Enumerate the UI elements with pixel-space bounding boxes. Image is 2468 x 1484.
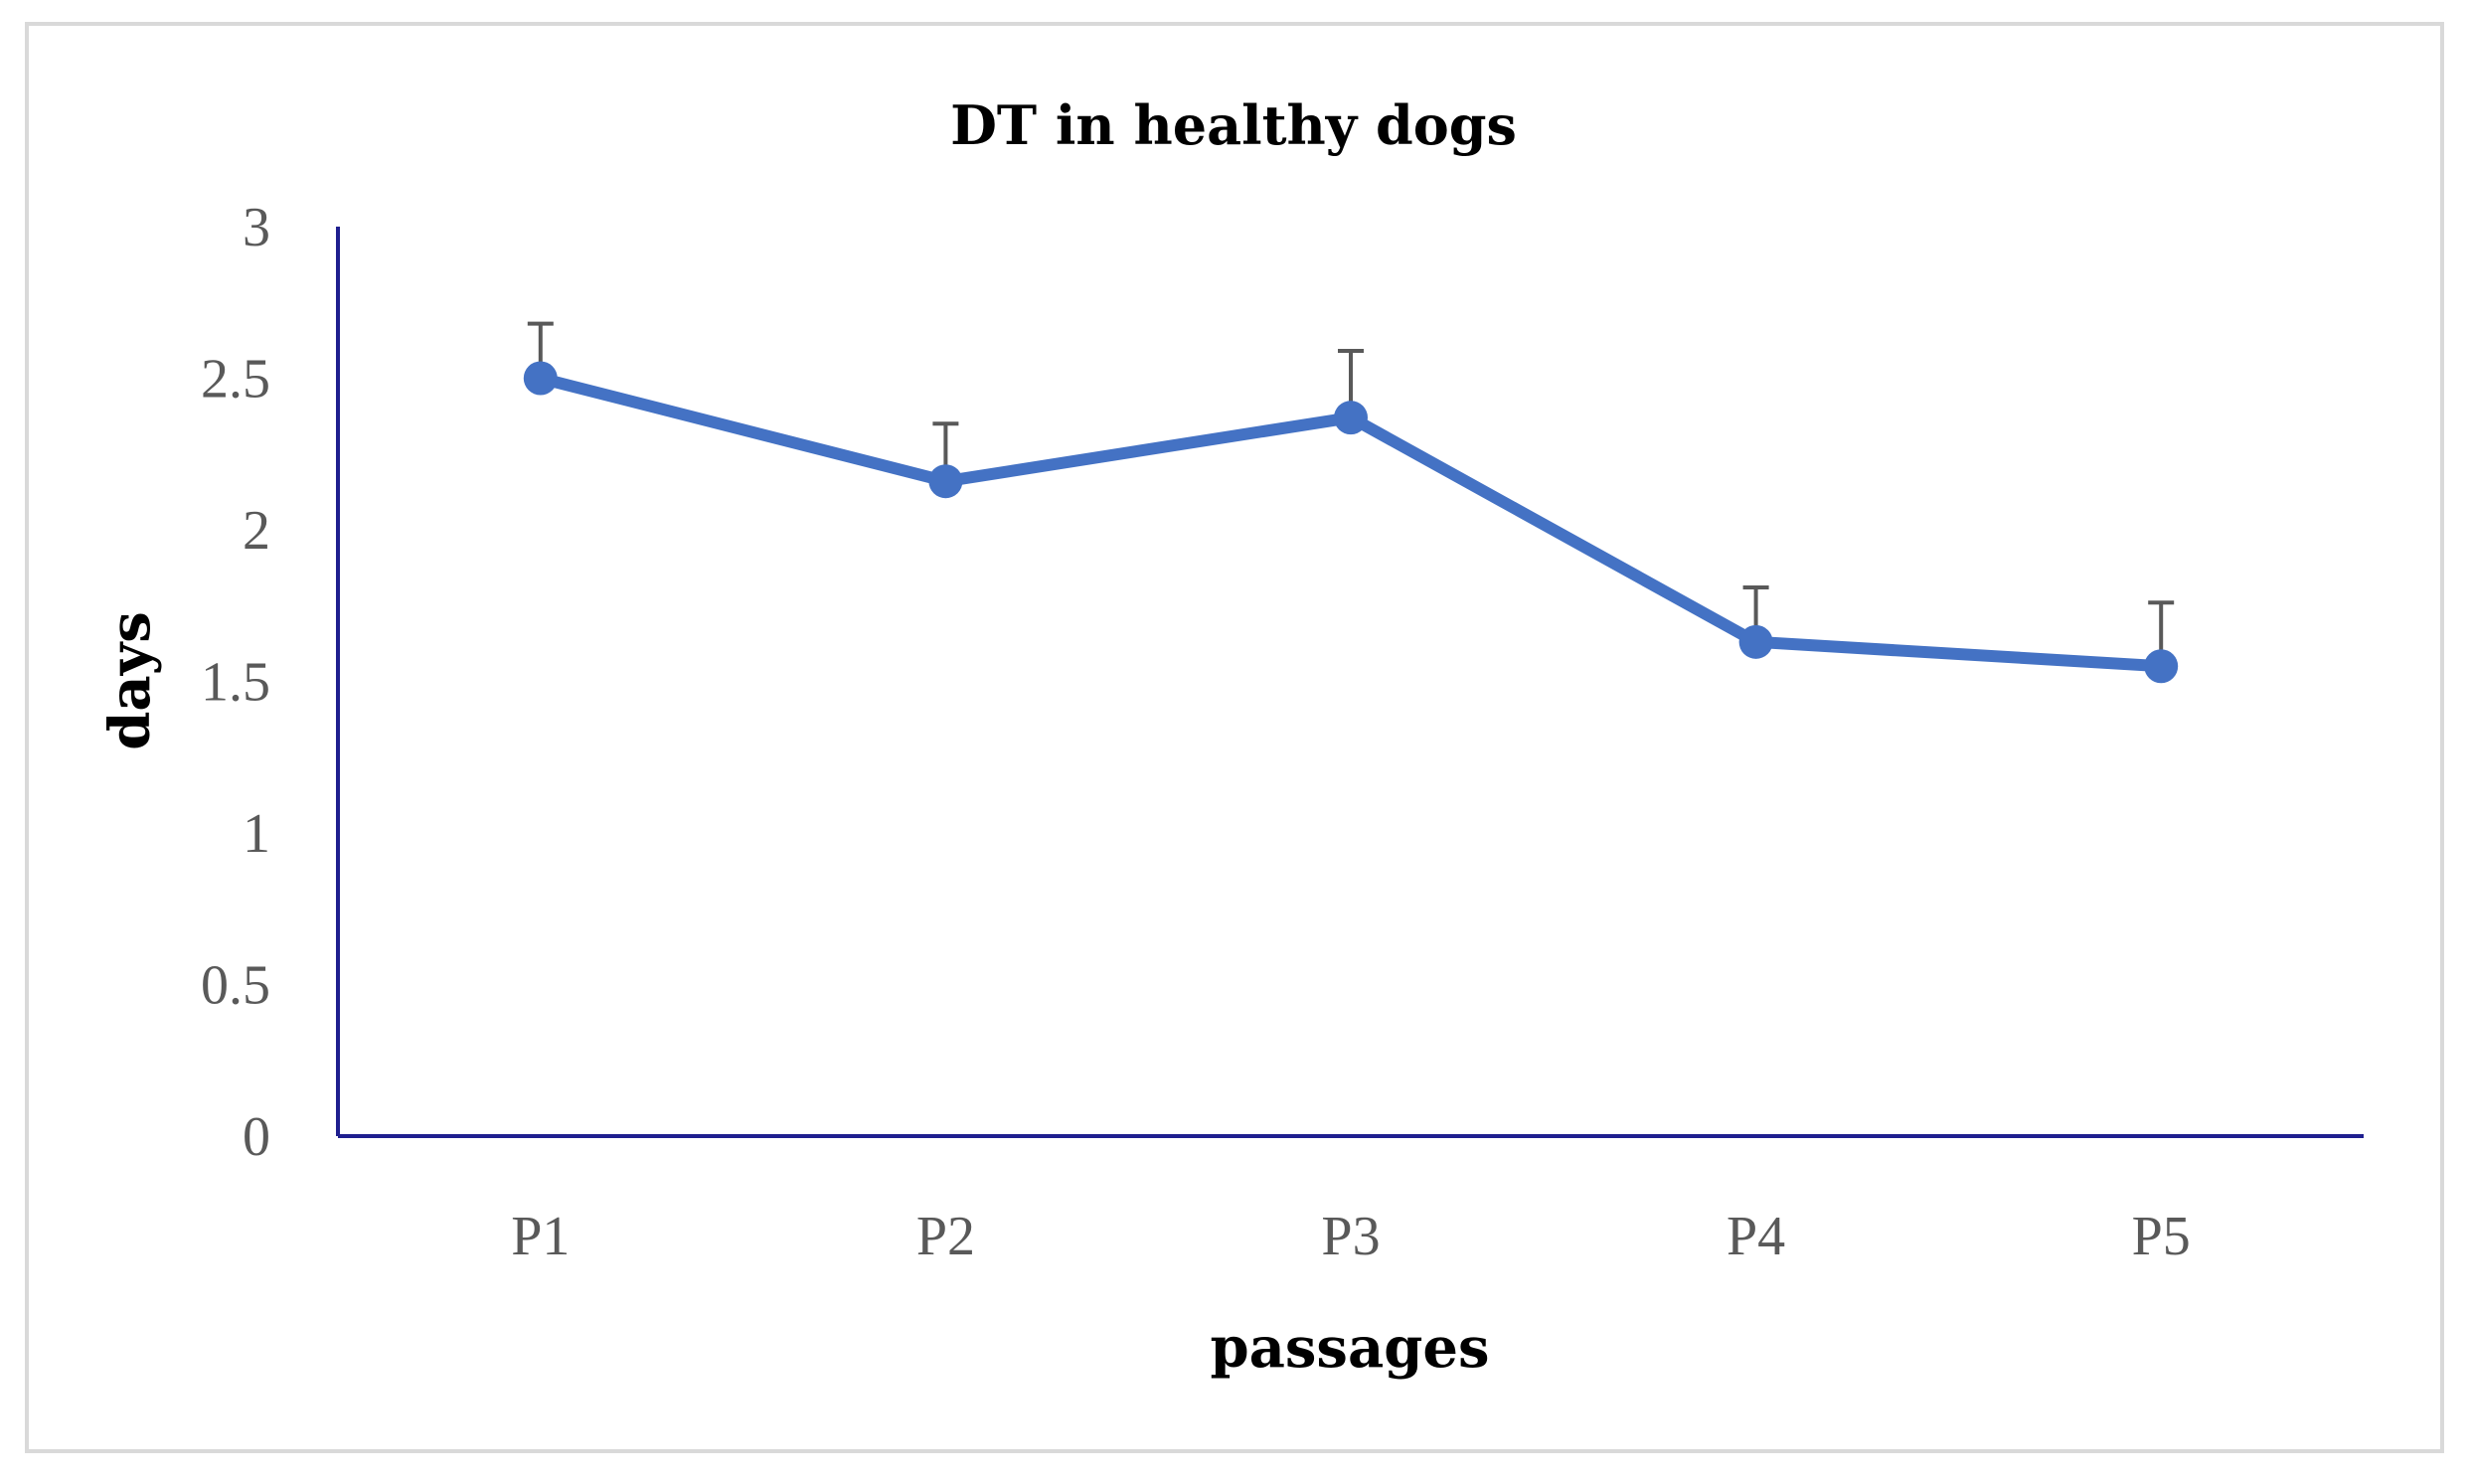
x-tick-label: P3 xyxy=(1321,1206,1380,1267)
axes xyxy=(336,227,2364,1138)
y-tick-label: 0.5 xyxy=(201,955,270,1017)
y-tick-label: 2 xyxy=(243,500,270,562)
x-tick-label: P5 xyxy=(2132,1206,2191,1267)
chart-frame xyxy=(25,22,2444,1453)
x-tick-label: P1 xyxy=(511,1206,570,1267)
x-axis-title: passages xyxy=(1210,1315,1489,1381)
data-point xyxy=(523,361,558,396)
y-tick-label: 0 xyxy=(243,1106,270,1168)
x-tick-label: P2 xyxy=(916,1206,975,1267)
data-point xyxy=(1334,401,1368,435)
x-tick-label: P4 xyxy=(1727,1206,1785,1267)
data-series xyxy=(523,361,2179,684)
y-tick-label: 2.5 xyxy=(201,349,270,411)
error-bars xyxy=(527,321,2175,667)
data-point xyxy=(2144,649,2179,684)
y-tick-label: 1 xyxy=(243,803,270,865)
y-tick-labels: 0 0.5 1 1.5 2 2.5 3 xyxy=(201,197,270,1168)
chart-title: DT in healthy dogs xyxy=(950,93,1517,157)
y-axis-title: days xyxy=(97,611,163,750)
data-point xyxy=(1738,624,1773,659)
y-tick-label: 3 xyxy=(243,197,270,258)
y-tick-label: 1.5 xyxy=(201,652,270,714)
data-point xyxy=(928,464,963,499)
x-tick-labels: P1 P2 P3 P4 P5 xyxy=(511,1206,2191,1267)
